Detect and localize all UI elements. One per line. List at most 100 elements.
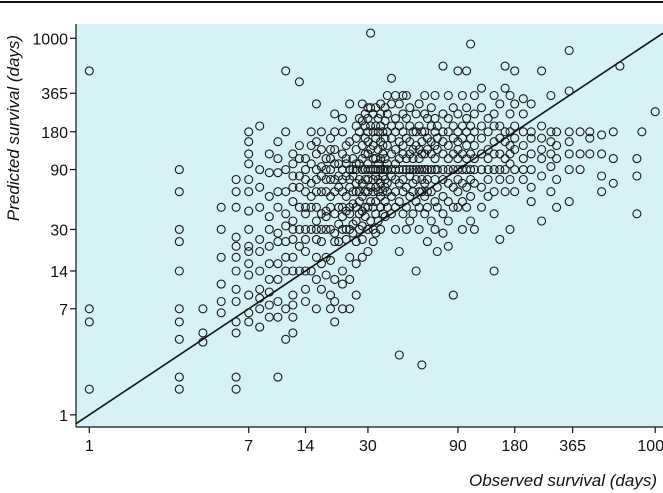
data-point xyxy=(500,127,510,137)
data-point xyxy=(311,187,321,197)
data-point xyxy=(510,187,520,197)
data-point xyxy=(546,162,556,172)
data-point xyxy=(500,154,510,164)
data-point xyxy=(526,197,536,207)
data-point xyxy=(351,259,361,269)
data-point xyxy=(476,202,487,212)
data-point xyxy=(376,165,386,175)
data-point xyxy=(273,372,283,382)
data-point xyxy=(325,304,336,314)
data-point xyxy=(341,154,351,164)
data-point xyxy=(354,159,364,169)
data-point xyxy=(394,350,404,360)
data-point xyxy=(345,304,355,314)
data-point xyxy=(371,197,381,207)
x-tick-label: 180 xyxy=(501,438,528,455)
data-point xyxy=(417,165,427,175)
data-point xyxy=(390,144,401,155)
data-point xyxy=(417,360,427,370)
data-point xyxy=(597,149,607,159)
data-point xyxy=(457,90,467,101)
data-point xyxy=(401,113,411,123)
data-point xyxy=(321,270,331,280)
data-point xyxy=(264,149,274,159)
data-point xyxy=(386,133,397,143)
data-point xyxy=(483,165,493,175)
data-point xyxy=(469,224,479,234)
data-point xyxy=(608,154,618,164)
data-point xyxy=(281,187,291,197)
data-point xyxy=(231,187,241,197)
data-point xyxy=(453,109,463,119)
data-point xyxy=(537,216,547,226)
data-point xyxy=(575,127,585,137)
data-point xyxy=(354,187,364,197)
data-point xyxy=(330,144,340,155)
data-point xyxy=(495,149,505,159)
data-point xyxy=(244,187,254,197)
data-point xyxy=(264,224,274,234)
data-point xyxy=(394,246,404,257)
data-point xyxy=(430,197,440,207)
data-point xyxy=(411,109,421,119)
data-point xyxy=(325,255,336,265)
data-point xyxy=(526,149,536,159)
data-point xyxy=(417,149,427,159)
data-point xyxy=(575,149,585,159)
data-point xyxy=(366,182,376,192)
data-point xyxy=(483,191,493,201)
data-point xyxy=(386,73,397,83)
data-point xyxy=(330,159,340,169)
data-point xyxy=(483,174,493,185)
data-point xyxy=(264,259,274,269)
data-point xyxy=(526,127,536,137)
data-point xyxy=(174,372,184,382)
data-point xyxy=(316,284,326,294)
data-point xyxy=(398,149,408,159)
data-point xyxy=(448,103,458,113)
y-tick-label: 365 xyxy=(41,86,68,103)
data-point xyxy=(462,202,472,212)
data-point xyxy=(380,116,390,126)
data-point xyxy=(414,154,424,164)
y-axis-ticks: 1 7 14 30 90 180 365 1000 xyxy=(32,31,76,425)
data-point xyxy=(360,149,370,159)
data-point xyxy=(281,66,291,76)
data-point xyxy=(368,187,378,197)
data-point xyxy=(443,216,453,226)
data-point xyxy=(476,182,487,192)
data-point xyxy=(330,317,340,327)
data-point xyxy=(382,109,392,119)
data-point xyxy=(334,202,344,212)
data-point xyxy=(382,140,392,151)
data-point xyxy=(306,224,316,234)
data-point xyxy=(255,182,265,192)
data-point xyxy=(300,296,311,307)
data-point xyxy=(345,99,355,109)
data-point xyxy=(294,182,304,192)
data-point xyxy=(378,127,388,137)
y-tick-label: 1000 xyxy=(32,31,68,48)
data-point xyxy=(489,121,499,131)
data-point xyxy=(462,103,472,113)
data-point xyxy=(363,174,373,185)
data-point xyxy=(448,121,458,131)
data-point xyxy=(321,212,331,222)
data-point xyxy=(432,202,442,212)
data-point xyxy=(345,252,355,262)
data-point xyxy=(255,284,265,294)
data-point xyxy=(376,224,386,234)
data-point xyxy=(300,224,311,234)
data-point xyxy=(348,219,358,229)
data-point xyxy=(244,259,254,269)
data-point xyxy=(273,202,283,212)
data-point xyxy=(330,274,340,284)
data-point xyxy=(366,121,376,131)
data-point xyxy=(510,133,520,143)
data-point xyxy=(357,191,367,201)
data-point xyxy=(462,182,472,192)
data-point xyxy=(288,171,298,181)
data-point xyxy=(84,304,94,314)
data-point xyxy=(476,133,487,143)
data-point xyxy=(510,165,520,175)
